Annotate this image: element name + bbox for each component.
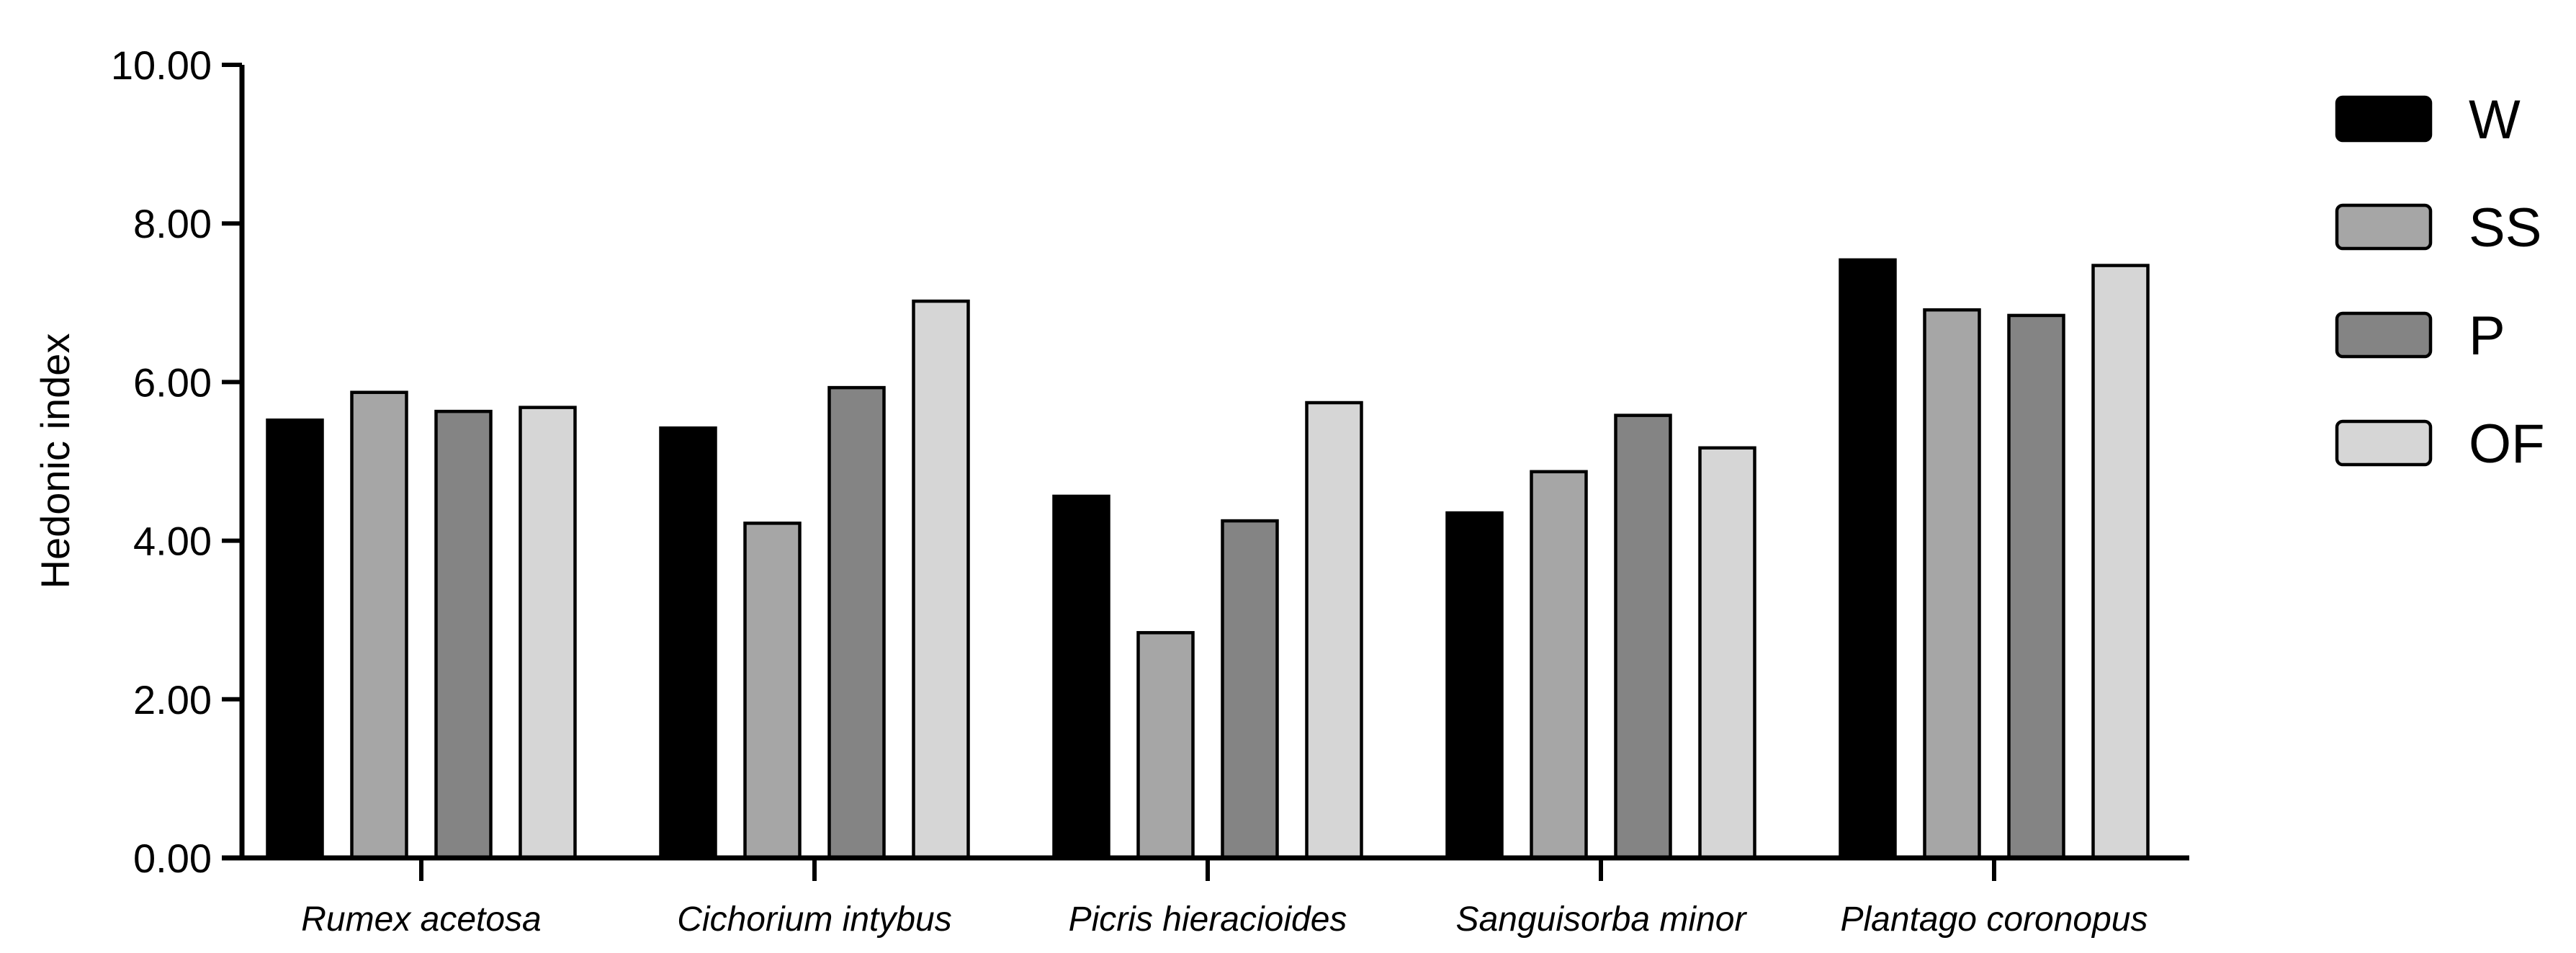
bar-P-1	[827, 385, 886, 860]
bar-W-4	[1839, 258, 1897, 860]
bar-W-2	[1052, 494, 1110, 860]
y-tick-label-4.00: 4.00	[133, 519, 212, 564]
category-label-4: Plantago coronopus	[1841, 900, 2148, 939]
bar-SS-2	[1136, 631, 1195, 860]
bar-OF-4	[2091, 264, 2150, 860]
legend-label-P: P	[2469, 305, 2505, 367]
bar-SS-0	[350, 390, 408, 860]
bar-W-1	[659, 426, 717, 860]
category-label-0: Rumex acetosa	[301, 900, 542, 939]
y-tick-label-6.00: 6.00	[133, 359, 212, 405]
category-label-1: Cichorium intybus	[677, 900, 951, 939]
legend-swatch-SS	[2335, 203, 2433, 251]
category-label-2: Picris hieracioides	[1069, 900, 1347, 939]
bar-SS-3	[1530, 470, 1588, 860]
legend-label-OF: OF	[2469, 413, 2545, 475]
legend-swatch-P	[2335, 311, 2433, 359]
bar-SS-4	[1923, 308, 1981, 860]
legend-label-SS: SS	[2469, 197, 2541, 259]
bar-OF-1	[912, 299, 970, 860]
legend-swatch-W	[2335, 95, 2433, 143]
y-axis-title: Hedonic index	[32, 334, 78, 589]
category-label-3: Sanguisorba minor	[1456, 900, 1748, 939]
y-tick-label-2.00: 2.00	[133, 677, 212, 722]
bar-OF-3	[1698, 446, 1756, 860]
y-tick-label-0.00: 0.00	[133, 836, 212, 881]
bar-OF-0	[519, 406, 577, 860]
y-tick-label-8.00: 8.00	[133, 201, 212, 246]
bar-P-4	[2007, 313, 2065, 860]
bar-P-2	[1221, 519, 1279, 860]
legend-label-W: W	[2469, 89, 2521, 151]
legend-swatch-OF	[2335, 419, 2433, 467]
bar-P-0	[434, 409, 493, 860]
y-tick-label-10.00: 10.00	[111, 42, 212, 88]
bar-P-3	[1614, 413, 1672, 860]
bar-SS-1	[743, 522, 802, 860]
bar-OF-2	[1305, 401, 1363, 860]
bar-W-0	[266, 418, 324, 860]
bar-W-3	[1445, 511, 1504, 860]
